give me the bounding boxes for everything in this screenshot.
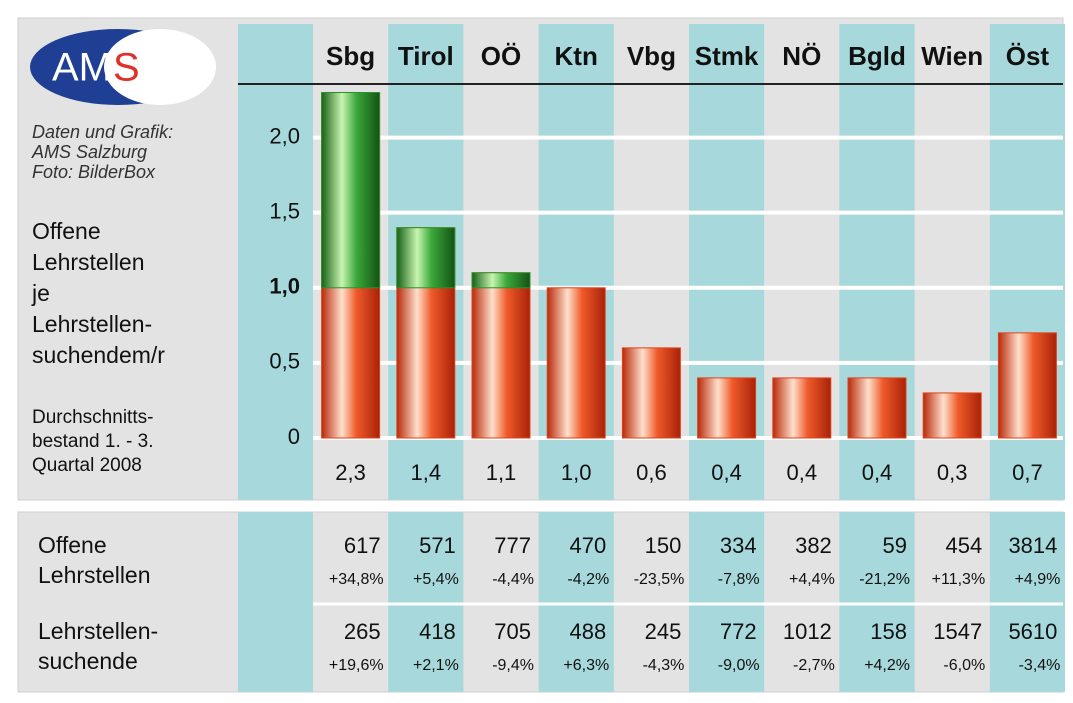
bar-above-threshold xyxy=(397,228,455,288)
table-change: -21,2% xyxy=(859,571,910,588)
table-value: 382 xyxy=(795,533,832,558)
table-change: -2,7% xyxy=(793,657,835,674)
row-label: suchende xyxy=(38,648,138,674)
bar xyxy=(923,393,981,438)
note: Quartal 2008 xyxy=(32,455,142,476)
y-tick-label: 1,0 xyxy=(269,274,300,299)
table-value: 1547 xyxy=(933,619,982,644)
credit: Daten und Grafik: xyxy=(32,122,173,142)
category-label: Stmk xyxy=(695,41,759,71)
category-label: NÖ xyxy=(782,41,821,71)
y-tick-label: 0,5 xyxy=(269,349,300,374)
category-label: Vbg xyxy=(627,41,676,71)
table-value: 617 xyxy=(344,533,381,558)
table-change: -7,8% xyxy=(718,571,760,588)
value-label: 1,0 xyxy=(561,460,592,485)
y-axis-title: Lehrstellen- xyxy=(32,311,152,337)
bar-above-threshold xyxy=(322,93,380,288)
bar-above-threshold xyxy=(472,273,530,288)
table-change: +4,9% xyxy=(1015,571,1061,588)
table-change: +4,4% xyxy=(789,571,835,588)
note: Durchschnitts- xyxy=(32,407,153,428)
y-axis-title: suchendem/r xyxy=(32,342,165,368)
table-value: 1012 xyxy=(783,619,832,644)
table-change: +2,1% xyxy=(413,657,459,674)
value-label: 0,4 xyxy=(862,460,893,485)
category-label: Wien xyxy=(921,41,983,71)
table-value: 158 xyxy=(870,619,907,644)
table-value: 59 xyxy=(883,533,907,558)
table-change: -4,3% xyxy=(643,657,685,674)
table-value: 3814 xyxy=(1008,533,1057,558)
bar xyxy=(998,333,1056,438)
row-label: Lehrstellen- xyxy=(38,618,158,644)
category-label: Öst xyxy=(1006,41,1050,71)
table-change: -23,5% xyxy=(634,571,685,588)
table-change: +11,3% xyxy=(932,571,986,588)
category-label: Ktn xyxy=(555,41,598,71)
value-label: 0,6 xyxy=(636,460,667,485)
table-change: -9,4% xyxy=(492,657,534,674)
row-label: Offene xyxy=(38,532,107,558)
credit: AMS Salzburg xyxy=(31,142,147,162)
y-tick-label: 1,5 xyxy=(269,198,300,223)
table-change: +4,2% xyxy=(864,657,910,674)
stripe xyxy=(238,512,313,692)
value-label: 0,7 xyxy=(1012,460,1043,485)
note: bestand 1. - 3. xyxy=(32,431,153,452)
value-label: 0,4 xyxy=(711,460,742,485)
table-change: -4,2% xyxy=(567,571,609,588)
bar xyxy=(848,378,906,438)
table-change: +19,6% xyxy=(329,657,384,674)
table-value: 488 xyxy=(569,619,606,644)
table-change: +6,3% xyxy=(563,657,609,674)
table-change: -4,4% xyxy=(492,571,534,588)
category-label: Sbg xyxy=(326,41,375,71)
y-tick-label: 2,0 xyxy=(269,123,300,148)
row-label: Lehrstellen xyxy=(38,562,151,588)
table-value: 705 xyxy=(494,619,531,644)
y-axis-title: Offene xyxy=(32,218,101,244)
value-label: 1,4 xyxy=(411,460,442,485)
y-tick-label: 0 xyxy=(288,424,300,449)
y-axis-title: je xyxy=(31,280,50,306)
logo-text: AM xyxy=(52,46,112,90)
category-label: Bgld xyxy=(848,41,906,71)
bar xyxy=(472,273,530,438)
table-value: 777 xyxy=(494,533,531,558)
table-value: 454 xyxy=(945,533,982,558)
table-change: +34,8% xyxy=(329,571,384,588)
value-label: 2,3 xyxy=(335,460,366,485)
logo-text: S xyxy=(113,46,140,90)
stripe xyxy=(238,24,313,500)
table-value: 418 xyxy=(419,619,456,644)
table-value: 150 xyxy=(645,533,682,558)
category-label: OÖ xyxy=(481,41,521,71)
chart: AM S Daten und Grafik:AMS SalzburgFoto: … xyxy=(0,0,1073,698)
table-value: 571 xyxy=(419,533,456,558)
table-change: -9,0% xyxy=(718,657,760,674)
value-label: 0,4 xyxy=(787,460,818,485)
credit: Foto: BilderBox xyxy=(32,162,156,182)
table-value: 470 xyxy=(569,533,606,558)
table-value: 245 xyxy=(645,619,682,644)
bar xyxy=(773,378,831,438)
category-label: Tirol xyxy=(398,41,454,71)
bar xyxy=(698,378,756,438)
table-change: -3,4% xyxy=(1019,657,1061,674)
table-value: 334 xyxy=(720,533,757,558)
y-axis-title: Lehrstellen xyxy=(32,249,145,275)
value-label: 1,1 xyxy=(486,460,517,485)
value-label: 0,3 xyxy=(937,460,968,485)
table-change: -6,0% xyxy=(943,657,985,674)
bar xyxy=(547,288,605,438)
table-change: +5,4% xyxy=(413,571,459,588)
table-value: 265 xyxy=(344,619,381,644)
bar xyxy=(622,348,680,438)
table-value: 5610 xyxy=(1008,619,1057,644)
table-value: 772 xyxy=(720,619,757,644)
